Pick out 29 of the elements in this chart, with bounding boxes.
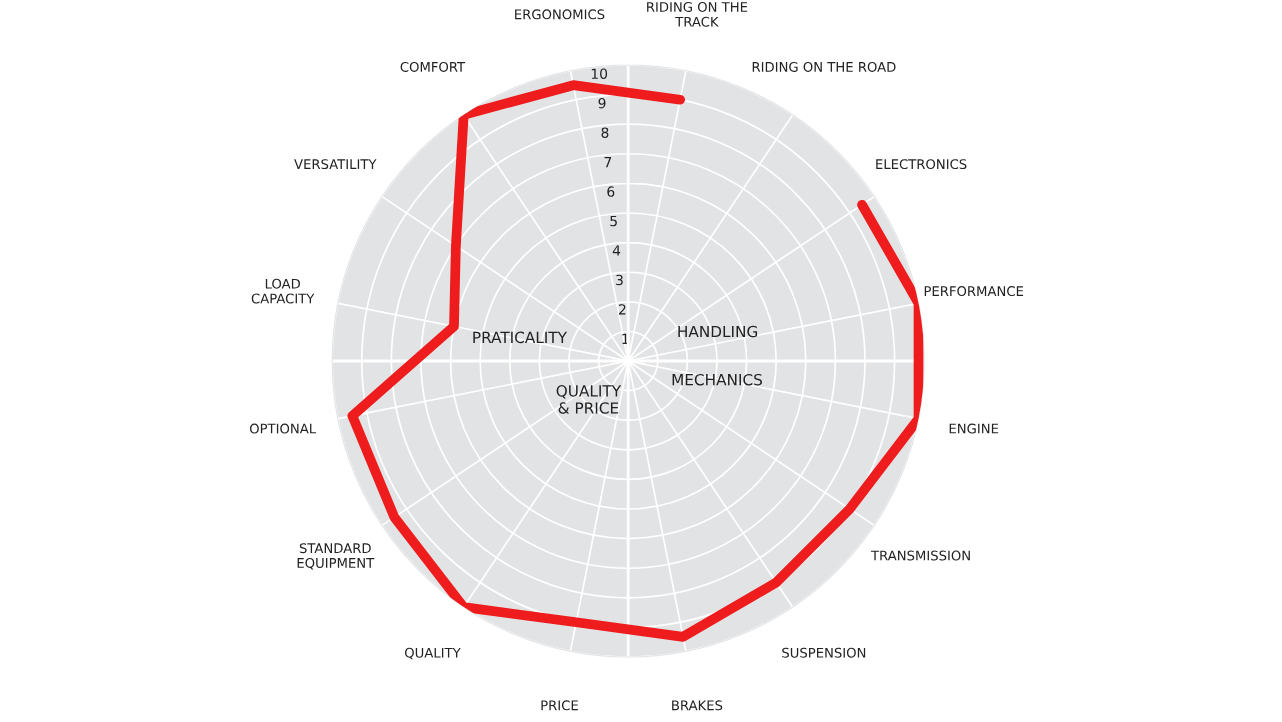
spoke-label: OPTIONAL bbox=[249, 423, 317, 434]
spoke-label: PERFORMANCE bbox=[924, 286, 1024, 297]
y-tick-label: 2 bbox=[618, 304, 626, 315]
spoke-label: ELECTRONICS bbox=[876, 159, 967, 170]
spoke-label: BRAKES bbox=[672, 700, 723, 711]
spoke-label: QUALITY bbox=[404, 647, 461, 660]
spoke-label: PRICE bbox=[541, 700, 578, 711]
spoke-label: STANDARD EQUIPMENT bbox=[297, 543, 375, 570]
y-tick-label: 8 bbox=[601, 127, 609, 138]
y-tick-label: 4 bbox=[612, 245, 621, 256]
text: MECHANICS bbox=[672, 373, 762, 386]
y-tick-label: 9 bbox=[598, 97, 606, 109]
y-tick-label: 7 bbox=[604, 157, 612, 168]
spoke-label: COMFORT bbox=[400, 61, 466, 72]
spoke-label: VERSATILITY bbox=[294, 159, 377, 170]
y-tick-label: 3 bbox=[616, 274, 623, 286]
y-tick-label: 5 bbox=[610, 215, 617, 227]
spoke-label: TRANSMISSION bbox=[870, 550, 970, 561]
spoke-label: ENGINE bbox=[949, 423, 999, 434]
spoke-label: ERGONOMICS bbox=[515, 9, 605, 20]
spoke-label: LOAD CAPACITY bbox=[251, 278, 315, 304]
text: HANDLING bbox=[678, 325, 758, 338]
spoke-label: RIDING ON THE TRACK bbox=[647, 1, 748, 27]
spoke-label: SUSPENSION bbox=[782, 647, 866, 658]
text: QUALITY & PRICE bbox=[556, 385, 622, 414]
text: PRATICALITY bbox=[473, 331, 568, 344]
y-tick-label: 6 bbox=[607, 186, 615, 197]
spoke-label: RIDING ON THE ROAD bbox=[752, 61, 896, 72]
y-tick-label: 10 bbox=[591, 68, 608, 79]
